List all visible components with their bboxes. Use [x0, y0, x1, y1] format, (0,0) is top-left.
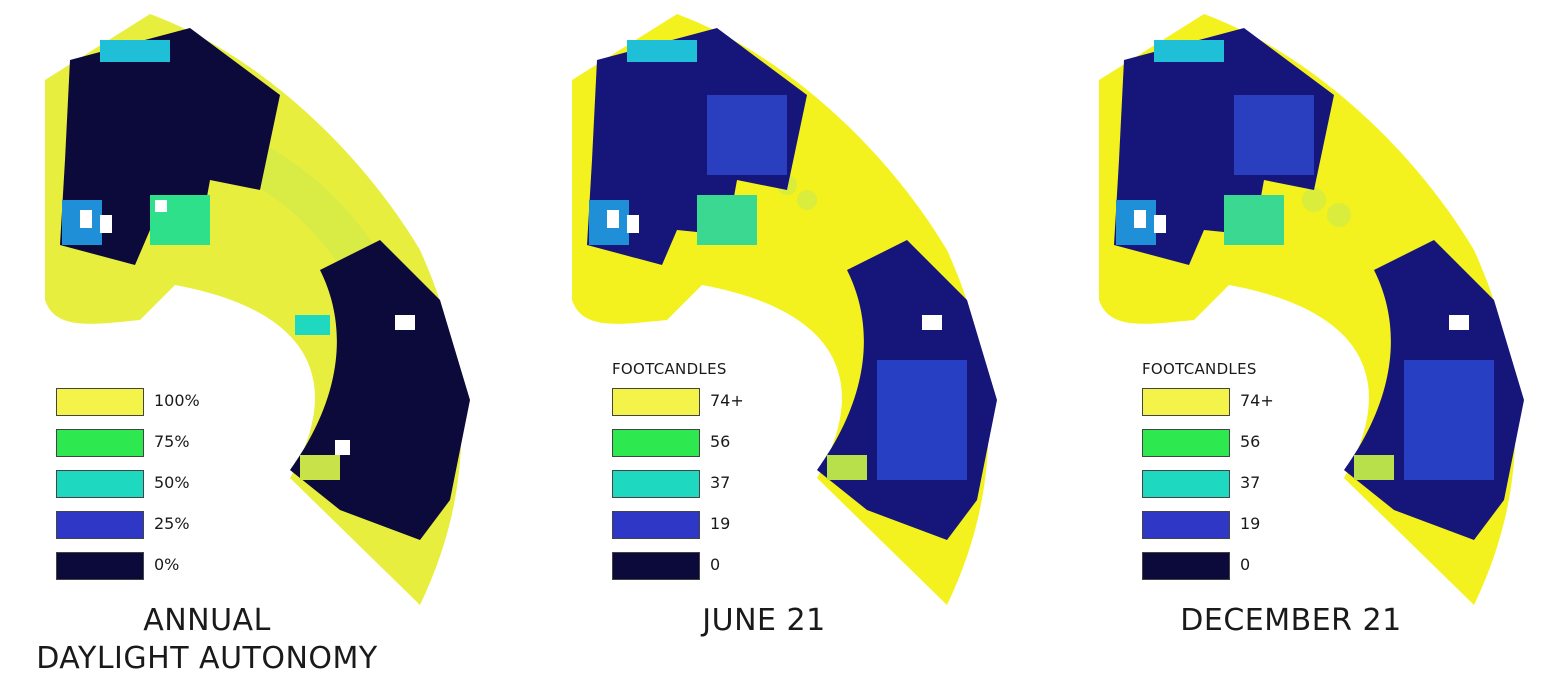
legend-label: 75%: [154, 432, 190, 451]
light-spot: [1327, 203, 1351, 227]
lower-building-white-gap: [395, 315, 415, 330]
upper-building-cyan-edge: [1154, 40, 1224, 62]
lower-building-white-gap: [1449, 315, 1469, 330]
legend-label: 19: [1240, 514, 1261, 533]
upper-building-white-gap: [80, 210, 92, 228]
upper-building-cyan-edge: [627, 40, 697, 62]
panel-title-line1: DECEMBER 21: [1180, 603, 1402, 638]
legend-swatch: [612, 388, 700, 416]
legend-label: 25%: [154, 514, 190, 533]
legend-swatch: [1142, 511, 1230, 539]
lower-building-yellow-edge: [827, 455, 867, 480]
legend-label: 50%: [154, 473, 190, 492]
upper-building-blue-zone: [707, 95, 787, 175]
legend-label: 0: [1240, 555, 1251, 574]
legend-swatch: [612, 429, 700, 457]
legend-title: FOOTCANDLES: [1142, 360, 1257, 378]
panel-title: DECEMBER 21: [1084, 602, 1498, 640]
lower-building-blue-zone: [1404, 360, 1494, 480]
floorplan-heatmap: [572, 14, 997, 605]
legend-swatch: [1142, 552, 1230, 580]
lower-building-white-gap: [335, 440, 350, 455]
lower-building-white-gap: [922, 315, 942, 330]
light-spot: [797, 190, 817, 210]
panel-title: JUNE 21: [557, 602, 971, 640]
legend-label: 0%: [154, 555, 180, 574]
panel-title-line1: JUNE 21: [702, 603, 826, 638]
floorplan-heatmap: [1099, 14, 1524, 605]
legend-label: 37: [1240, 473, 1261, 492]
upper-building-white-gap: [1154, 215, 1166, 233]
legend-label: 56: [710, 432, 731, 451]
panel-title-line2: DAYLIGHT AUTONOMY: [36, 641, 378, 676]
legend-swatch: [56, 388, 144, 416]
lower-building-blue-zone: [877, 360, 967, 480]
legend-label: 100%: [154, 391, 200, 410]
legend-label: 56: [1240, 432, 1261, 451]
lower-building-yellow-edge: [1354, 455, 1394, 480]
legend-swatch: [1142, 388, 1230, 416]
legend-swatch: [612, 552, 700, 580]
legend-swatch: [612, 511, 700, 539]
panel-title: ANNUAL DAYLIGHT AUTONOMY: [0, 602, 414, 678]
upper-building-blue-zone: [1234, 95, 1314, 175]
lower-building-yellow-edge: [300, 455, 340, 480]
upper-building-green-patch: [697, 195, 757, 245]
panel-june-21: FOOTCANDLES 74+ 56 37 19 0 JUNE 21: [517, 0, 1034, 685]
upper-building-white-gap: [1134, 210, 1146, 228]
legend-swatch: [1142, 470, 1230, 498]
upper-building-shadow: [60, 28, 280, 265]
upper-building-cyan-edge: [100, 40, 170, 62]
upper-building-white-gap: [155, 200, 167, 212]
panel-title-line1: ANNUAL: [143, 603, 271, 638]
legend-swatch: [56, 511, 144, 539]
lower-building-teal-edge: [295, 315, 330, 335]
legend-swatch: [612, 470, 700, 498]
legend-swatch: [56, 429, 144, 457]
panel-december-21: FOOTCANDLES 74+ 56 37 19 0 DECEMBER 21: [1034, 0, 1551, 685]
upper-building-green-patch: [1224, 195, 1284, 245]
legend-label: 19: [710, 514, 731, 533]
legend-label: 0: [710, 555, 721, 574]
legend-swatch: [56, 552, 144, 580]
upper-building-white-gap: [607, 210, 619, 228]
legend-swatch: [1142, 429, 1230, 457]
legend-title: FOOTCANDLES: [612, 360, 727, 378]
legend-label: 37: [710, 473, 731, 492]
legend-label: 74+: [1240, 391, 1274, 410]
light-spot: [1302, 188, 1326, 212]
legend-label: 74+: [710, 391, 744, 410]
legend-swatch: [56, 470, 144, 498]
upper-building-white-gap: [100, 215, 112, 233]
panel-annual-daylight-autonomy: 100% 75% 50% 25% 0% ANNUAL DAYLIGHT AUTO…: [0, 0, 517, 685]
upper-building-shadow: [1114, 28, 1334, 265]
upper-building-shadow: [587, 28, 807, 265]
upper-building-white-gap: [627, 215, 639, 233]
floorplan-heatmap: [45, 14, 470, 605]
